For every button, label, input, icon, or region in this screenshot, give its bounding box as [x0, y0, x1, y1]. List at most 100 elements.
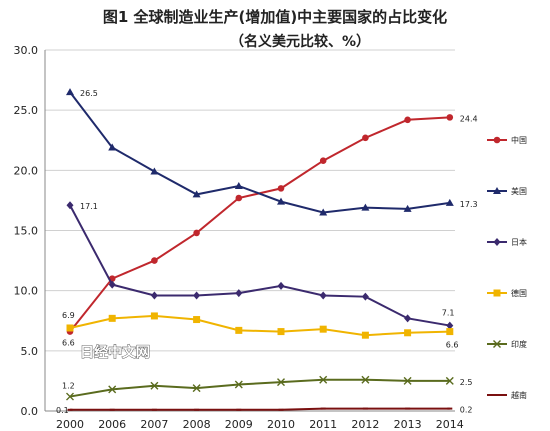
series-line-india: [69, 378, 450, 398]
data-point: [361, 375, 370, 384]
data-point-stroke: [150, 381, 159, 390]
watermark-text: 日经中文网: [80, 344, 150, 361]
data-label-end-vietnam: 0.2: [460, 406, 473, 415]
data-point: [193, 229, 200, 237]
x-tick-label: 2009: [225, 418, 253, 431]
data-label-end-india: 2.5: [460, 378, 473, 387]
y-axis: 0.0 5.0 10.0 15.0 20.0 25.0 30.0: [14, 44, 46, 418]
data-point-stroke: [319, 375, 328, 384]
data-point: [150, 381, 159, 390]
y-tick-label: 10.0: [14, 285, 39, 298]
data-point-stroke: [277, 378, 285, 387]
data-point: [404, 116, 411, 124]
data-point: [277, 185, 285, 192]
x-tick-label: 2013: [394, 418, 422, 431]
data-label-start-china: 6.6: [62, 339, 75, 348]
data-point-stroke: [192, 384, 201, 393]
data-point: [319, 375, 328, 384]
data-label-end-germany: 6.6: [446, 341, 459, 350]
data-point: [361, 292, 369, 301]
chart-title: 图1 全球制造业生产(增加值)中主要国家的占比变化: [103, 8, 447, 26]
series-japan: 17.1 7.1: [66, 201, 455, 330]
data-point: [277, 197, 285, 205]
x-tick-label: 2010: [267, 418, 295, 431]
data-point: [277, 378, 285, 387]
data-point-stroke: [493, 340, 501, 348]
data-point-stroke: [361, 375, 370, 384]
data-point: [493, 238, 501, 246]
series-line-usa: [69, 91, 450, 214]
data-point-stroke: [66, 392, 74, 401]
data-point: [493, 340, 501, 348]
data-point: [192, 384, 201, 393]
data-point: [193, 316, 201, 324]
x-tick-label: 2006: [98, 418, 126, 431]
data-point: [193, 291, 201, 300]
data-point: [108, 143, 117, 151]
data-point: [403, 376, 412, 385]
data-point: [108, 314, 116, 322]
data-point: [192, 190, 201, 198]
series-line-japan: [69, 204, 450, 327]
x-tick-label: 2007: [140, 418, 168, 431]
data-point: [319, 208, 328, 216]
data-point: [319, 291, 327, 300]
data-point: [446, 114, 454, 121]
data-point: [66, 88, 74, 96]
data-label-end-japan: 7.1: [442, 309, 455, 318]
data-point: [493, 136, 501, 144]
data-point: [235, 289, 243, 298]
x-tick-label: 2008: [183, 418, 211, 431]
data-point: [151, 257, 158, 264]
legend-item-usa: 美国: [487, 186, 527, 196]
y-tick-label: 20.0: [14, 164, 39, 177]
data-point: [150, 167, 159, 175]
data-point: [403, 204, 412, 212]
series-vietnam: 0.1 0.2: [56, 406, 473, 415]
x-tick-label: 2014: [436, 418, 464, 431]
data-point: [319, 325, 327, 333]
data-point: [108, 280, 116, 289]
series-line-china: [69, 116, 450, 333]
data-point: [361, 331, 369, 339]
data-point: [362, 134, 369, 142]
data-point-stroke: [234, 380, 243, 389]
data-point: [66, 324, 74, 332]
data-point: [277, 328, 285, 336]
data-point: [446, 328, 454, 336]
data-point-stroke: [445, 376, 454, 385]
data-point: [493, 187, 501, 194]
series-line-vietnam: [70, 407, 450, 411]
chart-subtitle: （名义美元比较、%）: [230, 33, 370, 50]
data-label-end-china: 24.4: [460, 114, 478, 123]
data-point: [150, 291, 158, 300]
data-label-start-vietnam: 0.1: [56, 406, 69, 415]
x-tick-label: 2000: [56, 418, 84, 431]
series-group: 6.6 24.4 26.5 17.3 17.1 7.1 6.9 6.6 1.2 2.5 0.1 0.2: [56, 88, 478, 415]
data-point: [234, 380, 243, 389]
legend-item-india: 印度: [487, 339, 527, 349]
data-label-start-germany: 6.9: [62, 311, 75, 320]
y-tick-label: 30.0: [14, 44, 39, 57]
data-point: [235, 194, 243, 202]
legend-label: 日本: [511, 237, 527, 247]
y-tick-label: 25.0: [14, 104, 39, 117]
data-point: [445, 376, 454, 385]
data-point-stroke: [108, 385, 117, 394]
data-point: [361, 203, 370, 211]
data-point: [277, 281, 285, 290]
legend-item-japan: 日本: [487, 237, 527, 247]
data-point: [235, 326, 243, 334]
y-tick-label: 0.0: [21, 405, 39, 418]
legend-item-china: 中国: [487, 135, 527, 145]
data-point: [108, 385, 117, 394]
x-axis: 2000 2006 2007 2008 2009 2010 2011 2012 2013 2014: [45, 410, 464, 431]
x-tick-label: 2011: [309, 418, 337, 431]
data-point: [234, 181, 243, 189]
data-label-start-india: 1.2: [62, 382, 75, 391]
series-india: 1.2 2.5: [62, 375, 473, 401]
data-point: [493, 289, 501, 297]
y-tick-label: 15.0: [14, 225, 39, 238]
x-tick-label: 2012: [351, 418, 379, 431]
